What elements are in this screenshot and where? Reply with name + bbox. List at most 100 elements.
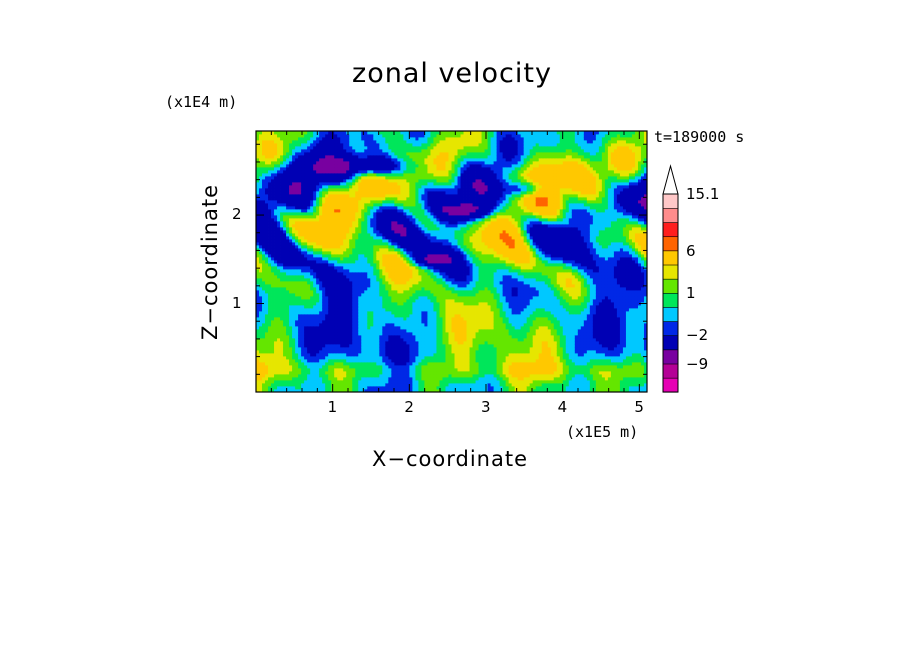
field-cell bbox=[280, 191, 284, 195]
field-cell bbox=[331, 362, 335, 366]
field-cell bbox=[394, 296, 398, 300]
field-cell bbox=[361, 143, 365, 147]
field-cell bbox=[259, 140, 263, 144]
field-cell bbox=[382, 338, 386, 342]
field-cell bbox=[406, 152, 410, 156]
field-cell bbox=[340, 383, 344, 387]
field-cell bbox=[277, 143, 281, 147]
field-cell bbox=[352, 359, 356, 363]
field-cell bbox=[349, 131, 353, 135]
field-cell bbox=[367, 152, 371, 156]
field-cell bbox=[385, 314, 389, 318]
field-cell bbox=[295, 287, 299, 291]
field-cell bbox=[280, 176, 284, 180]
field-cell bbox=[334, 146, 338, 150]
field-cell bbox=[259, 212, 263, 216]
field-cell bbox=[289, 380, 293, 384]
field-cell bbox=[343, 284, 347, 288]
field-cell bbox=[295, 377, 299, 381]
field-cell bbox=[280, 281, 284, 285]
field-cell bbox=[400, 377, 404, 381]
field-cell bbox=[367, 377, 371, 381]
field-cell bbox=[370, 161, 374, 165]
field-cell bbox=[325, 386, 329, 390]
field-cell bbox=[415, 374, 419, 378]
field-cell bbox=[292, 137, 296, 141]
field-cell bbox=[403, 293, 407, 297]
field-cell bbox=[334, 191, 338, 195]
field-cell bbox=[277, 242, 281, 246]
field-cell bbox=[373, 245, 377, 249]
field-cell bbox=[307, 167, 311, 171]
field-cell bbox=[385, 131, 389, 135]
field-cell bbox=[391, 341, 395, 345]
field-cell bbox=[310, 179, 314, 183]
field-cell bbox=[406, 278, 410, 282]
field-cell bbox=[271, 251, 275, 255]
field-cell bbox=[256, 365, 260, 369]
field-cell bbox=[319, 341, 323, 345]
field-cell bbox=[334, 299, 338, 303]
field-cell bbox=[421, 263, 425, 267]
field-cell bbox=[328, 377, 332, 381]
field-cell bbox=[346, 215, 350, 219]
field-cell bbox=[301, 320, 305, 324]
field-cell bbox=[280, 140, 284, 144]
field-cell bbox=[271, 287, 275, 291]
field-cell bbox=[358, 140, 362, 144]
field-cell bbox=[307, 209, 311, 213]
field-cell bbox=[373, 302, 377, 306]
field-cell bbox=[352, 299, 356, 303]
field-cell bbox=[406, 137, 410, 141]
field-cell bbox=[322, 164, 326, 168]
field-cell bbox=[403, 386, 407, 390]
field-cell bbox=[361, 248, 365, 252]
field-cell bbox=[409, 269, 413, 273]
field-cell bbox=[289, 245, 293, 249]
field-cell bbox=[409, 161, 413, 165]
field-cell bbox=[256, 146, 260, 150]
field-cell bbox=[307, 380, 311, 384]
field-cell bbox=[403, 194, 407, 198]
field-cell bbox=[355, 353, 359, 357]
field-cell bbox=[343, 377, 347, 381]
field-cell bbox=[397, 371, 401, 375]
field-cell bbox=[274, 206, 278, 210]
field-cell bbox=[349, 200, 353, 204]
field-cell bbox=[334, 194, 338, 198]
field-cell bbox=[391, 350, 395, 354]
field-cell bbox=[307, 254, 311, 258]
field-cell bbox=[295, 308, 299, 312]
field-cell bbox=[397, 308, 401, 312]
field-cell bbox=[364, 341, 368, 345]
field-cell bbox=[409, 197, 413, 201]
field-cell bbox=[343, 257, 347, 261]
field-cell bbox=[322, 227, 326, 231]
field-cell bbox=[424, 317, 428, 321]
field-cell bbox=[292, 383, 296, 387]
field-cell bbox=[412, 305, 416, 309]
field-cell bbox=[313, 200, 317, 204]
field-cell bbox=[370, 170, 374, 174]
field-cell bbox=[262, 350, 266, 354]
field-cell bbox=[409, 200, 413, 204]
field-cell bbox=[376, 278, 380, 282]
field-cell bbox=[319, 359, 323, 363]
field-cell bbox=[325, 350, 329, 354]
field-cell bbox=[274, 140, 278, 144]
field-cell bbox=[397, 296, 401, 300]
field-cell bbox=[421, 179, 425, 183]
field-cell bbox=[265, 272, 269, 276]
field-cell bbox=[298, 329, 302, 333]
field-cell bbox=[355, 341, 359, 345]
field-cell bbox=[292, 347, 296, 351]
field-cell bbox=[319, 236, 323, 240]
field-cell bbox=[397, 200, 401, 204]
field-cell bbox=[385, 356, 389, 360]
field-cell bbox=[346, 386, 350, 390]
field-cell bbox=[334, 389, 338, 393]
field-cell bbox=[364, 377, 368, 381]
field-cell bbox=[337, 236, 341, 240]
field-cell bbox=[319, 347, 323, 351]
field-cell bbox=[262, 161, 266, 165]
